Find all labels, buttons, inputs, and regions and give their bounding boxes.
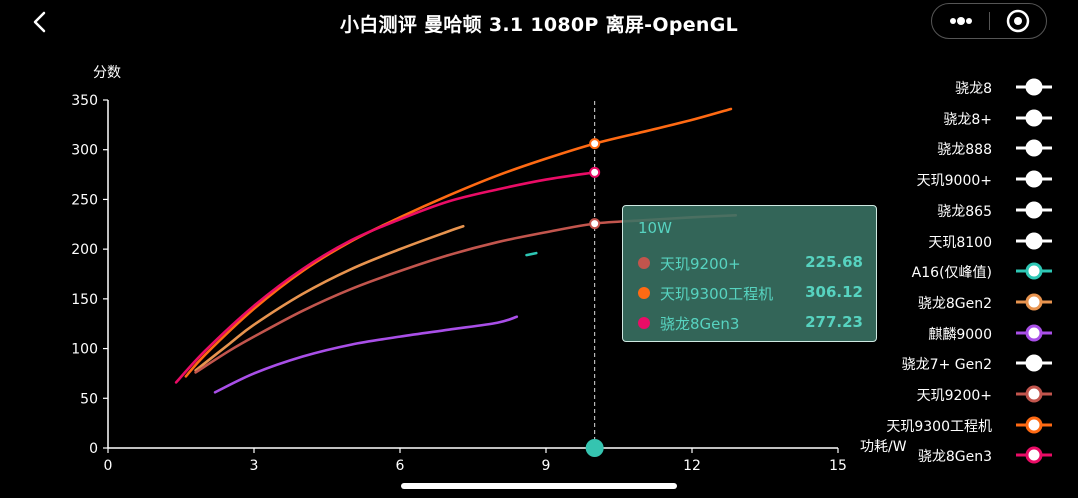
tooltip-dot <box>638 287 650 299</box>
y-tick-label: 300 <box>71 143 98 159</box>
x-tick-label: 9 <box>542 458 551 474</box>
tooltip-row: 骁龙8Gen3 277.23 <box>638 311 863 335</box>
tooltip-series-name: 天玑9300工程机 <box>660 285 774 303</box>
legend-item[interactable]: 骁龙8 <box>828 75 1078 99</box>
legend-item[interactable]: 骁龙888 <box>828 136 1078 160</box>
legend-marker-icon <box>1016 446 1052 464</box>
y-tick-label: 0 <box>89 441 98 457</box>
chart-tooltip: 10W 天玑9200+ 225.68 天玑9300工程机 306.12 骁龙8G… <box>622 205 877 342</box>
legend-label: 骁龙7+ Gen2 <box>901 357 992 374</box>
legend-marker-icon <box>1016 262 1052 280</box>
legend-marker-icon <box>1016 232 1052 249</box>
legend-item[interactable]: 天玑9000+ <box>828 167 1078 191</box>
tooltip-series-value: 277.23 <box>805 313 863 331</box>
y-tick-label: 100 <box>71 342 98 358</box>
x-tick-label: 6 <box>396 458 405 474</box>
legend-marker-icon <box>1016 139 1052 157</box>
legend-marker-icon <box>1016 78 1052 96</box>
home-indicator[interactable] <box>401 483 677 489</box>
crosshair <box>585 100 604 457</box>
y-tick-label: 200 <box>71 242 98 258</box>
legend-marker-icon <box>1016 324 1052 342</box>
legend-label: A16(仅峰值) <box>911 265 992 282</box>
tooltip-series-name: 天玑9200+ <box>660 255 741 273</box>
tooltip-series-value: 306.12 <box>805 283 863 301</box>
legend-label: 骁龙8 <box>955 81 992 97</box>
legend-marker-icon <box>1016 109 1052 127</box>
more-dots-icon[interactable] <box>932 4 989 38</box>
legend-item[interactable]: 天玑9200+ <box>828 382 1078 406</box>
y-axis-label: 分数 <box>93 65 121 81</box>
y-tick-label: 150 <box>71 292 98 308</box>
legend-marker-icon <box>1016 170 1052 188</box>
legend-label: 天玑9300工程机 <box>886 418 992 435</box>
top-bar: 小白测评 曼哈顿 3.1 1080P 离屏-OpenGL <box>0 0 1078 44</box>
legend-item[interactable]: 骁龙7+ Gen2 <box>828 351 1078 375</box>
legend-label: 骁龙8+ <box>943 111 992 128</box>
tooltip-row: 天玑9200+ 225.68 <box>638 251 863 275</box>
tooltip-series-value: 225.68 <box>805 253 863 271</box>
series-line <box>525 251 538 257</box>
x-tick-label: 15 <box>829 458 847 474</box>
legend-item[interactable]: 骁龙865 <box>828 198 1078 222</box>
legend-item[interactable]: 天玑8100 <box>828 229 1078 253</box>
crosshair-handle <box>585 439 604 457</box>
legend-label: 骁龙865 <box>937 203 992 220</box>
data-point <box>589 138 601 150</box>
legend-label: 天玑8100 <box>928 234 992 251</box>
legend-item[interactable]: A16(仅峰值) <box>828 259 1078 283</box>
legend-item[interactable]: 麒麟9000 <box>828 321 1078 345</box>
series-line <box>194 224 465 372</box>
legend-label: 骁龙8Gen2 <box>917 295 992 312</box>
legend-label: 麒麟9000 <box>928 326 992 343</box>
tooltip-row: 天玑9300工程机 306.12 <box>638 281 863 305</box>
legend-item[interactable]: 天玑9300工程机 <box>828 413 1078 437</box>
highlight-points <box>589 138 601 230</box>
legend-item[interactable]: 骁龙8Gen3 <box>828 443 1078 467</box>
page-title: 小白测评 曼哈顿 3.1 1080P 离屏-OpenGL <box>339 14 739 36</box>
legend-marker-icon <box>1016 293 1052 311</box>
tooltip-dot <box>638 257 650 269</box>
tooltip-dot <box>638 317 650 329</box>
legend-marker-icon <box>1016 416 1052 434</box>
y-tick-label: 350 <box>71 93 98 109</box>
x-tick-label: 12 <box>683 458 701 474</box>
legend-marker-icon <box>1016 201 1052 219</box>
y-tick-label: 250 <box>71 192 98 208</box>
chevron-left-icon[interactable] <box>28 8 54 36</box>
legend-item[interactable]: 骁龙8+ <box>828 106 1078 130</box>
legend-label: 骁龙8Gen3 <box>917 449 992 466</box>
series-line <box>174 171 596 384</box>
legend-marker-icon <box>1016 354 1052 372</box>
mini-program-capsule <box>931 3 1047 39</box>
data-point <box>589 218 601 230</box>
legend-item[interactable]: 骁龙8Gen2 <box>828 290 1078 314</box>
tooltip-title: 10W <box>638 219 672 237</box>
target-close-icon[interactable] <box>990 4 1047 38</box>
x-axis-label: 功耗/W <box>860 439 907 455</box>
series-line <box>213 315 519 394</box>
legend-label: 天玑9200+ <box>916 388 992 404</box>
tooltip-series-name: 骁龙8Gen3 <box>660 315 740 333</box>
series-line <box>184 107 733 378</box>
legend-label: 天玑9000+ <box>916 173 992 190</box>
legend-label: 骁龙888 <box>937 142 992 159</box>
x-tick-label: 3 <box>250 458 259 474</box>
legend-marker-icon <box>1016 385 1052 403</box>
x-tick-label: 0 <box>104 458 113 474</box>
data-point <box>589 166 601 178</box>
capsule-divider <box>989 12 990 30</box>
y-tick-label: 50 <box>80 391 98 407</box>
